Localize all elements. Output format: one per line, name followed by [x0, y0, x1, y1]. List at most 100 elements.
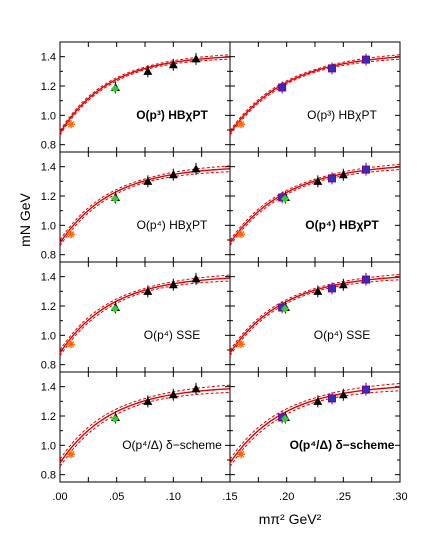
panel-1: O(p³) HBχPT — [59, 41, 231, 153]
panel-4: O(p⁴) HBχPT — [229, 151, 401, 263]
triangle-data-point — [143, 396, 153, 405]
triangle-data-point — [338, 390, 348, 399]
physical-point-star — [67, 450, 76, 459]
y-tick-label: 1.2 — [41, 81, 56, 93]
panel-frame — [229, 151, 401, 263]
y-axis-title: mN GeV — [17, 193, 33, 247]
y-tick-label: 0.8 — [41, 250, 56, 262]
fit-curve — [59, 56, 231, 134]
y-tick-label: 1.4 — [41, 162, 56, 174]
triangle-data-point — [191, 54, 201, 63]
triangle-data-point — [168, 280, 178, 289]
y-tick-label: 1.4 — [41, 382, 56, 394]
fit-curve — [229, 386, 401, 464]
x-axis-title: mπ² GeV² — [259, 511, 322, 527]
fit-band-upper — [229, 273, 401, 351]
fit-curve — [59, 388, 231, 464]
green-data-point — [110, 84, 119, 93]
green-data-point — [280, 304, 289, 313]
panel-label: O(p⁴/Δ) δ−scheme — [290, 438, 395, 452]
square-data-point — [328, 174, 336, 183]
y-tick-label: 1.0 — [41, 440, 56, 452]
physical-point-star — [67, 120, 76, 129]
triangle-data-point — [168, 60, 178, 69]
panel-frame — [229, 41, 401, 153]
square-data-point — [328, 394, 336, 403]
panel-3: O(p⁴) HBχPT — [59, 151, 231, 263]
triangle-data-point — [143, 66, 153, 75]
fit-band-lower — [229, 390, 401, 467]
fit-band-upper — [59, 274, 231, 351]
y-tick-label: 1.2 — [41, 411, 56, 423]
physical-point-star — [67, 230, 76, 239]
square-data-point — [362, 55, 370, 64]
panel-frame — [59, 371, 231, 483]
fit-band-lower — [229, 279, 401, 356]
y-tick-label: 1.0 — [41, 330, 56, 342]
fit-curve — [59, 277, 231, 354]
green-data-point — [280, 414, 289, 423]
fit-curve — [229, 56, 401, 134]
panel-label: O(p⁴) SSE — [314, 328, 371, 342]
triangle-data-point — [313, 286, 323, 295]
square-data-point — [362, 385, 370, 394]
fit-curve — [229, 276, 401, 354]
x-tick-label: .20 — [279, 491, 294, 503]
green-data-point — [110, 414, 119, 423]
panel-2: O(p³) HBχPT — [229, 41, 401, 153]
physical-point-star — [237, 340, 246, 349]
triangle-data-point — [338, 170, 348, 179]
fit-curve — [59, 168, 231, 244]
x-tick-label: .30 — [392, 491, 407, 503]
y-axis-tick-labels: 0.8 1.0 1.2 1.4 0.8 1.0 1.2 1.4 0.8 1.0 1.2 1.4 0.8 1… — [41, 52, 56, 482]
fit-band-lower — [59, 171, 231, 247]
green-data-point — [110, 194, 119, 203]
triangle-data-point — [191, 274, 201, 283]
y-tick-label: 1.0 — [41, 110, 56, 122]
y-tick-label: 0.8 — [41, 470, 56, 482]
panel-6: O(p⁴) SSE — [229, 261, 401, 373]
panel-7: O(p⁴/Δ) δ−scheme — [59, 371, 231, 483]
triangle-data-point — [313, 396, 323, 405]
x-tick-label: .00 — [52, 491, 67, 503]
triangle-data-point — [168, 390, 178, 399]
triangle-data-point — [168, 170, 178, 179]
panel-label: O(p⁴) SSE — [144, 328, 201, 342]
triangle-data-point — [143, 176, 153, 185]
square-data-point — [328, 64, 336, 73]
square-data-point — [278, 83, 287, 92]
x-tick-label: .10 — [166, 491, 181, 503]
x-tick-label: .05 — [109, 491, 124, 503]
fit-band-lower — [59, 391, 231, 467]
triangle-data-point — [143, 286, 153, 295]
fit-band-upper — [59, 384, 231, 460]
panel-label: O(p³) HBχPT — [307, 108, 377, 122]
square-data-point — [328, 284, 336, 293]
y-tick-label: 1.4 — [41, 272, 56, 284]
y-tick-label: 0.8 — [41, 360, 56, 372]
fit-curve — [229, 166, 401, 244]
green-data-point — [110, 304, 119, 313]
panel-frame — [59, 261, 231, 373]
fit-band-lower — [59, 280, 231, 357]
fit-band-upper — [59, 54, 231, 132]
x-tick-label: .25 — [336, 491, 351, 503]
fit-band-upper — [59, 165, 231, 241]
fit-band-upper — [229, 163, 401, 241]
triangle-data-point — [313, 176, 323, 185]
fit-band-upper — [229, 382, 401, 460]
y-tick-label: 1.4 — [41, 52, 56, 64]
panel-grid: O(p³) HBχPT O(p³) HBχPT O(p⁴) HBχPT O(p⁴) H… — [59, 41, 401, 483]
y-tick-label: 0.8 — [41, 140, 56, 152]
physical-point-star — [237, 450, 246, 459]
fit-band-upper — [229, 54, 401, 132]
physical-point-star — [237, 120, 246, 129]
panel-8: O(p⁴/Δ) δ−scheme — [229, 371, 401, 483]
triangle-data-point — [338, 280, 348, 289]
panel-label: O(p⁴/Δ) δ−scheme — [122, 438, 222, 452]
triangle-data-point — [191, 384, 201, 393]
physical-point-star — [237, 230, 246, 239]
y-tick-label: 1.0 — [41, 220, 56, 232]
y-tick-label: 1.2 — [41, 191, 56, 203]
